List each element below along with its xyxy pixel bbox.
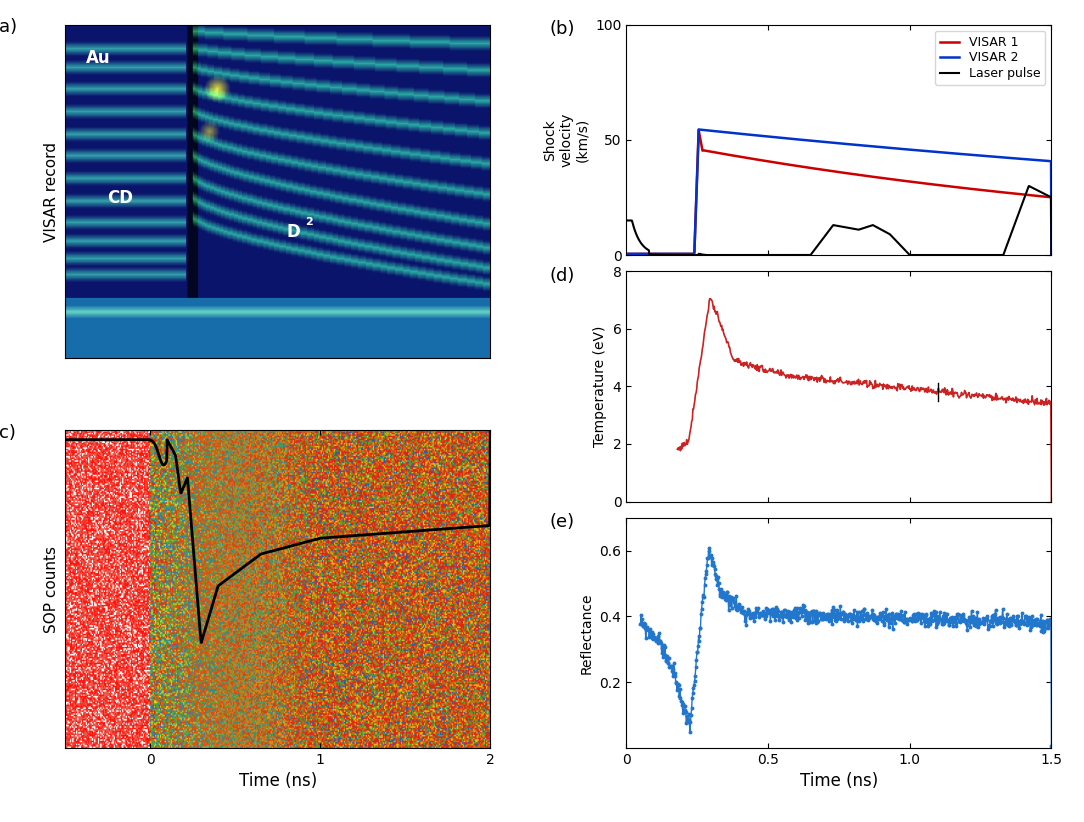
VISAR 1 (808, 164, 821, 173)
VISAR 1 (693, 125, 706, 135)
Text: (e): (e) (550, 513, 575, 531)
Text: (b): (b) (550, 20, 576, 38)
VISAR 1 (1045, 250, 1058, 260)
VISAR 2 (1045, 250, 1058, 260)
VISAR 2 (952, 149, 965, 159)
VISAR 1 (663, 249, 676, 259)
Laser pulse (792, 250, 805, 260)
Y-axis label: Reflectance: Reflectance (580, 592, 594, 673)
Y-axis label: VISAR record: VISAR record (44, 141, 60, 242)
VISAR 2 (912, 145, 925, 155)
VISAR 2 (620, 249, 633, 259)
Laser pulse (808, 246, 821, 256)
VISAR 2 (663, 249, 676, 259)
Y-axis label: Shock
velocity
(km/s): Shock velocity (km/s) (543, 113, 590, 167)
VISAR 1 (912, 178, 925, 187)
Text: D: D (286, 223, 300, 241)
Text: (c): (c) (0, 424, 16, 441)
VISAR 2 (693, 125, 706, 135)
Line: VISAR 2: VISAR 2 (627, 130, 1051, 255)
Text: (d): (d) (550, 266, 576, 284)
Laser pulse (1022, 181, 1035, 191)
Line: Laser pulse: Laser pulse (627, 186, 1051, 255)
Laser pulse (959, 250, 972, 260)
Legend: VISAR 1, VISAR 2, Laser pulse: VISAR 1, VISAR 2, Laser pulse (934, 31, 1045, 85)
Text: Au: Au (87, 49, 111, 67)
VISAR 1 (959, 183, 972, 193)
VISAR 1 (620, 249, 633, 259)
Text: CD: CD (107, 189, 133, 207)
Laser pulse (912, 250, 925, 260)
Y-axis label: SOP counts: SOP counts (44, 546, 60, 633)
Laser pulse (663, 250, 676, 260)
VISAR 2 (959, 150, 972, 159)
VISAR 1 (952, 182, 965, 192)
X-axis label: Time (ns): Time (ns) (238, 773, 317, 791)
Text: (a): (a) (0, 18, 17, 36)
Laser pulse (688, 250, 701, 260)
Laser pulse (620, 215, 633, 225)
Y-axis label: Temperature (eV): Temperature (eV) (593, 326, 607, 447)
VISAR 1 (792, 161, 805, 171)
VISAR 2 (792, 135, 805, 145)
Text: 2: 2 (306, 216, 313, 227)
VISAR 2 (808, 136, 821, 145)
X-axis label: Time (ns): Time (ns) (800, 773, 878, 791)
Laser pulse (1045, 250, 1058, 260)
Laser pulse (952, 250, 965, 260)
Line: VISAR 1: VISAR 1 (627, 130, 1051, 255)
